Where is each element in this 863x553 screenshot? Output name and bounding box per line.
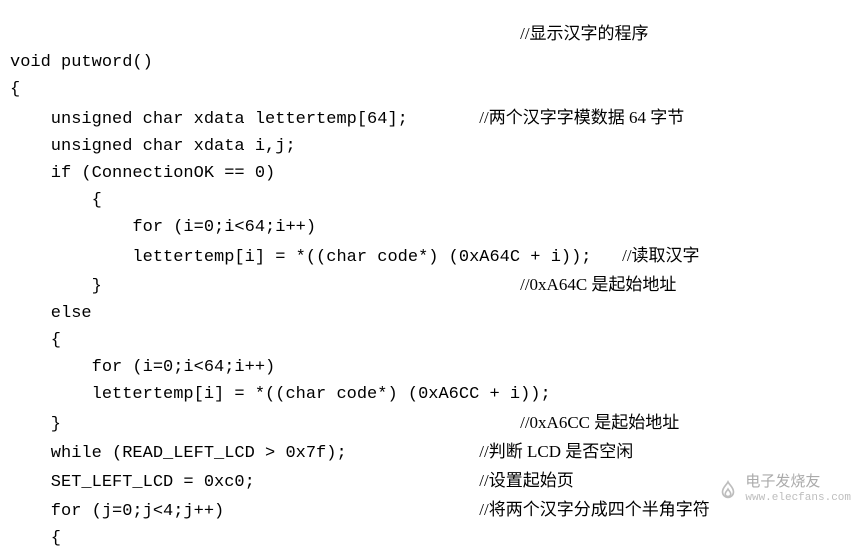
code-line-1: void putword() bbox=[10, 49, 853, 76]
code-text bbox=[10, 26, 520, 45]
code-line-2: { bbox=[10, 76, 853, 103]
code-line-18: { bbox=[10, 525, 853, 552]
code-block: //显示汉字的程序 void putword() { unsigned char x… bbox=[10, 20, 853, 553]
code-line-0: //显示汉字的程序 bbox=[10, 20, 853, 49]
code-text: { bbox=[10, 191, 102, 210]
code-text: for (i=0;i<64;i++) bbox=[10, 358, 275, 377]
code-line-3: unsigned char xdata lettertemp[64]; //两个… bbox=[10, 104, 853, 133]
code-line-6: { bbox=[10, 187, 853, 214]
watermark-brand: 电子发烧友 bbox=[745, 474, 851, 491]
code-text: { bbox=[10, 331, 61, 350]
code-comment: //设置起始页 bbox=[479, 471, 573, 490]
code-line-4: unsigned char xdata i,j; bbox=[10, 133, 853, 160]
code-comment: //判断 LCD 是否空闲 bbox=[479, 442, 633, 461]
code-line-13: lettertemp[i] = *((char code*) (0xA6CC +… bbox=[10, 381, 853, 408]
code-line-7: for (i=0;i<64;i++) bbox=[10, 214, 853, 241]
code-text: } bbox=[10, 277, 520, 296]
watermark: 电子发烧友 www.elecfans.com bbox=[717, 474, 851, 508]
code-comment: //显示汉字的程序 bbox=[520, 24, 648, 43]
code-text: lettertemp[i] = *((char code*) (0xA6CC +… bbox=[10, 385, 551, 404]
code-line-12: for (i=0;i<64;i++) bbox=[10, 354, 853, 381]
code-line-8: lettertemp[i] = *((char code*) (0xA64C +… bbox=[10, 242, 853, 271]
code-line-15: while (READ_LEFT_LCD > 0x7f); //判断 LCD 是… bbox=[10, 438, 853, 467]
code-text: lettertemp[i] = *((char code*) (0xA64C +… bbox=[10, 248, 622, 267]
code-comment: //将两个汉字分成四个半角字符 bbox=[479, 500, 709, 519]
flame-icon bbox=[717, 480, 739, 502]
code-text: else bbox=[10, 304, 92, 323]
code-text: } bbox=[10, 415, 520, 434]
code-line-11: { bbox=[10, 327, 853, 354]
code-text: void putword() bbox=[10, 53, 153, 72]
code-text: { bbox=[10, 529, 61, 548]
watermark-text-block: 电子发烧友 www.elecfans.com bbox=[745, 474, 851, 508]
code-text: { bbox=[10, 80, 20, 99]
code-text: unsigned char xdata lettertemp[64]; bbox=[10, 110, 479, 129]
code-text: for (i=0;i<64;i++) bbox=[10, 218, 316, 237]
code-text: while (READ_LEFT_LCD > 0x7f); bbox=[10, 444, 479, 463]
code-comment: //0xA64C 是起始地址 bbox=[520, 275, 676, 294]
code-text: for (j=0;j<4;j++) bbox=[10, 502, 479, 521]
code-text: unsigned char xdata i,j; bbox=[10, 137, 296, 156]
code-comment: //0xA6CC 是起始地址 bbox=[520, 413, 679, 432]
code-line-9: } //0xA64C 是起始地址 bbox=[10, 271, 853, 300]
code-line-14: } //0xA6CC 是起始地址 bbox=[10, 409, 853, 438]
code-text: SET_LEFT_LCD = 0xc0; bbox=[10, 473, 479, 492]
code-line-10: else bbox=[10, 300, 853, 327]
code-comment: //两个汉字字模数据 64 字节 bbox=[479, 108, 684, 127]
code-text: if (ConnectionOK == 0) bbox=[10, 164, 275, 183]
watermark-url: www.elecfans.com bbox=[745, 490, 851, 508]
code-comment: //读取汉字 bbox=[622, 246, 699, 265]
code-line-5: if (ConnectionOK == 0) bbox=[10, 160, 853, 187]
